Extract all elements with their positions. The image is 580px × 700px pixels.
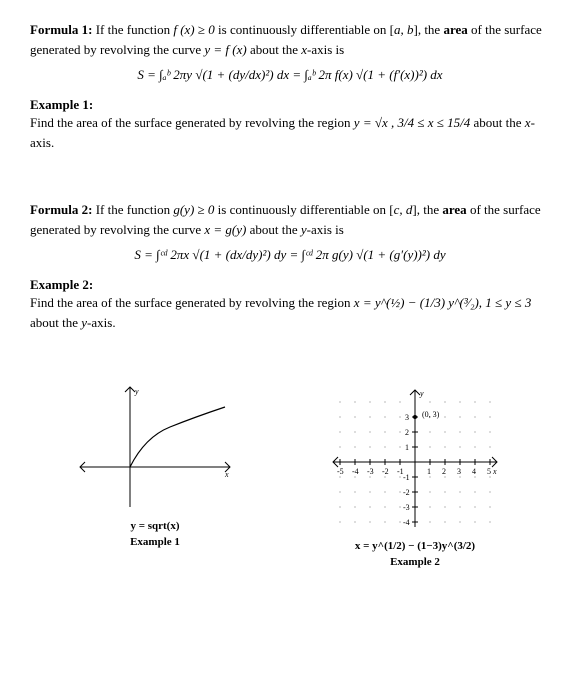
example1-title: Example 1: [30,97,550,113]
svg-text:1: 1 [427,467,431,476]
graph2-box: y x -5-4-3-2-112345 123-1-2-3-4 (0, 3) x… [325,382,505,568]
formula2-area: area [442,202,466,217]
graph2-func: x = y^(1/2) − (1−3)y^(3/2) [355,540,475,552]
formula1-text6: -axis is [307,42,344,57]
graphs-container: y x y = sqrt(x) Example 1 y x -5 -4 -3 -2 -1… [30,382,550,568]
formula2-text3: ], the [412,202,442,217]
example2-text3: -axis. [87,315,116,330]
svg-text:y: y [419,389,424,398]
formula2-text1: If the function [92,202,173,217]
formula1-fx: f (x) ≥ 0 [173,22,214,37]
formula1-yfx: y = f (x) [204,42,246,57]
svg-text:3: 3 [457,467,461,476]
svg-text:-5: -5 [337,467,344,476]
svg-text:1: 1 [405,443,409,452]
svg-text:-3: -3 [403,503,410,512]
example2-paragraph: Find the area of the surface generated b… [30,293,550,332]
formula1-text5: about the [247,42,302,57]
svg-text:-3: -3 [367,467,374,476]
svg-text:-4: -4 [352,467,359,476]
svg-text:-1: -1 [403,473,410,482]
svg-text:4: 4 [472,467,476,476]
example1-region: y = √x , 3/4 ≤ x ≤ 15/4 [354,115,470,130]
svg-text:2: 2 [405,428,409,437]
graph1-caption: Example 1 [130,536,180,548]
formula2-gy: g(y) ≥ 0 [173,202,214,217]
formula1-equation: S = ∫ₐᵇ 2πy √(1 + (dy/dx)²) dx = ∫ₐᵇ 2π … [30,67,550,83]
svg-text:-2: -2 [382,467,389,476]
svg-text:x: x [492,467,497,476]
example2-text1: Find the area of the surface generated b… [30,295,354,310]
example1-text1: Find the area of the surface generated b… [30,115,354,130]
example2-region: x = y^(½) − (1/3) y^(³⁄₂), 1 ≤ y ≤ 3 [354,295,532,310]
graph1-box: y x y = sqrt(x) Example 1 [75,382,235,568]
formula2-equation: S = ∫ᶜᵈ 2πx √(1 + (dx/dy)²) dy = ∫ᶜᵈ 2π … [30,247,550,263]
svg-text:3: 3 [405,413,409,422]
svg-text:2: 2 [442,467,446,476]
formula2-xgy: x = g(y) [204,222,246,237]
svg-text:y: y [134,387,139,396]
example1-text2: about the [470,115,525,130]
formula2-title: Formula 2: [30,202,92,217]
formula2-cd: c, d [394,202,413,217]
formula1-paragraph: Formula 1: If the function f (x) ≥ 0 is … [30,20,550,59]
formula2-text5: about the [246,222,301,237]
graph2-point: (0, 3) [422,410,440,419]
example1-paragraph: Find the area of the surface generated b… [30,113,550,152]
graph1-func: y = sqrt(x) [130,520,179,532]
formula1-title: Formula 1: [30,22,92,37]
formula1-text1: If the function [92,22,173,37]
formula1-area: area [443,22,467,37]
formula2-paragraph: Formula 2: If the function g(y) ≥ 0 is c… [30,200,550,239]
svg-text:-4: -4 [403,518,410,527]
graph2-caption: Example 2 [390,556,440,568]
formula2-text2: is continuously differentiable on [ [214,202,393,217]
formula1-ab: a, b [394,22,414,37]
svg-text:-2: -2 [403,488,410,497]
formula1-text3: ], the [413,22,443,37]
graph1-svg: y x [75,382,235,512]
graph2-svg: y x -5-4-3-2-112345 123-1-2-3-4 (0, 3) [325,382,505,532]
svg-text:5: 5 [487,467,491,476]
formula1-text2: is continuously differentiable on [ [215,22,394,37]
formula2-text6: -axis is [307,222,344,237]
svg-text:x: x [224,470,229,479]
example2-title: Example 2: [30,277,550,293]
example2-text2: about the [30,315,81,330]
